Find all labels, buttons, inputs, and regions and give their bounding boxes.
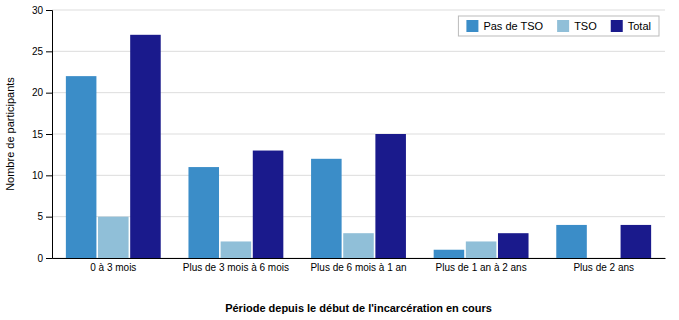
bar (188, 167, 219, 258)
legend: Pas de TSO TSO Total (458, 16, 659, 36)
bar (588, 258, 619, 259)
y-tick: 25 (32, 46, 52, 57)
bar (556, 225, 587, 258)
x-axis-title: Période depuis le début de l'incarcérati… (225, 302, 492, 314)
x-tick: Plus de 3 mois à 6 mois (183, 258, 289, 273)
x-tick-label: Plus de 6 mois à 1 an (310, 262, 406, 273)
legend-label: Total (628, 20, 651, 32)
legend-box (458, 16, 659, 36)
y-tick-label: 30 (32, 5, 44, 16)
y-tick-label: 10 (32, 170, 44, 181)
bar-series (130, 35, 651, 258)
grid-line (52, 10, 665, 11)
y-tick-mark (46, 175, 52, 176)
legend-label: TSO (574, 20, 597, 32)
bar (66, 76, 97, 258)
bar (343, 233, 374, 258)
y-tick-label: 20 (32, 87, 44, 98)
chart: 0 5 10 15 20 25 30 0 à 3 mois Plus de 3 mois à 6… (0, 0, 679, 320)
legend-swatch (466, 20, 478, 32)
y-tick: 0 (37, 253, 52, 264)
y-axis: 0 5 10 15 20 25 30 (32, 5, 53, 264)
y-tick-mark (46, 93, 52, 94)
x-tick-label: Plus de 2 ans (573, 262, 634, 273)
plot: 0 5 10 15 20 25 30 0 à 3 mois Plus de 3 mois à 6… (32, 5, 666, 273)
y-axis-title: Nombre de participants (4, 77, 16, 191)
x-tick-label: Plus de 3 mois à 6 mois (183, 262, 289, 273)
bar (221, 241, 252, 258)
y-tick: 15 (32, 129, 52, 140)
bar (311, 159, 342, 258)
legend-swatch (557, 20, 569, 32)
y-tick: 20 (32, 87, 52, 98)
y-tick-mark (46, 51, 52, 52)
bars (66, 35, 651, 258)
y-tick-mark (46, 217, 52, 218)
x-tick: 0 à 3 mois (90, 258, 136, 273)
y-tick: 30 (32, 5, 52, 16)
legend-label: Pas de TSO (483, 20, 543, 32)
x-tick-label: Plus de 1 an à 2 ans (436, 262, 527, 273)
grid (52, 10, 665, 258)
y-tick-label: 0 (37, 253, 43, 264)
y-tick: 5 (37, 211, 52, 222)
legend-swatch (611, 20, 623, 32)
x-axis-line (53, 258, 666, 259)
x-axis: 0 à 3 mois Plus de 3 mois à 6 mois Plus de… (53, 258, 666, 273)
bar (375, 134, 406, 258)
bar (98, 217, 129, 258)
y-tick-label: 15 (32, 129, 44, 140)
x-tick-label: 0 à 3 mois (90, 262, 136, 273)
y-tick-label: 25 (32, 46, 44, 57)
y-tick-mark (46, 258, 52, 259)
bar (498, 233, 529, 258)
x-tick: Plus de 2 ans (573, 258, 634, 273)
y-axis-line (46, 11, 53, 259)
bar (130, 35, 161, 258)
bar (253, 151, 284, 258)
bar (434, 250, 465, 258)
y-tick-mark (46, 134, 52, 135)
bar (466, 241, 497, 258)
y-tick-mark (46, 10, 52, 11)
y-tick-label: 5 (37, 211, 43, 222)
bar (621, 225, 652, 258)
x-tick: Plus de 6 mois à 1 an (310, 258, 406, 273)
x-tick: Plus de 1 an à 2 ans (436, 258, 527, 273)
y-tick: 10 (32, 170, 52, 181)
